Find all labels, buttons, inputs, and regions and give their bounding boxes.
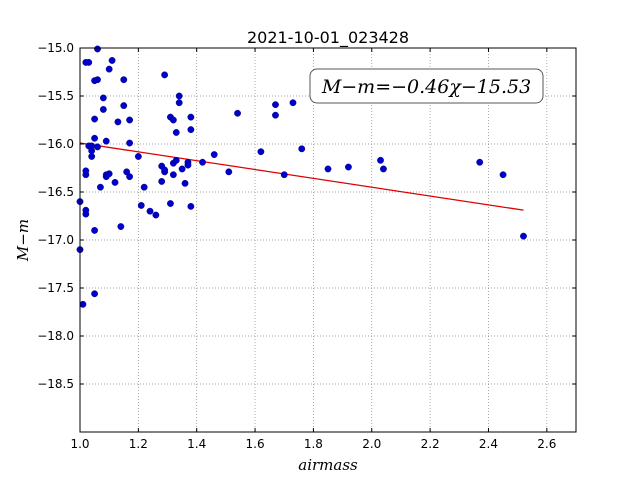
data-point bbox=[298, 145, 306, 153]
data-point bbox=[169, 116, 177, 124]
annotation-text: M−m=−0.46χ−15.53 bbox=[321, 76, 531, 98]
axis-ticks: 1.0 1.2 1.4 1.6 1.8 2.0 2.2 2.4 2.6 −15.0 −15.5 −16… bbox=[37, 41, 576, 451]
data-point bbox=[324, 165, 332, 173]
data-point bbox=[199, 158, 206, 166]
data-point bbox=[146, 207, 154, 215]
data-point bbox=[187, 113, 195, 121]
data-point bbox=[120, 102, 128, 110]
y-tick-label: −18.0 bbox=[37, 329, 74, 343]
data-point bbox=[280, 171, 288, 179]
data-point bbox=[105, 65, 113, 73]
data-point bbox=[82, 167, 90, 175]
data-point bbox=[140, 183, 148, 191]
data-point bbox=[79, 300, 87, 308]
x-tick-label: 1.2 bbox=[129, 437, 148, 451]
x-axis-label: airmass bbox=[298, 456, 358, 474]
data-point bbox=[167, 200, 174, 207]
data-point bbox=[99, 106, 107, 113]
data-point bbox=[172, 129, 180, 136]
data-point bbox=[134, 153, 142, 160]
y-axis-label: M−m bbox=[14, 219, 32, 262]
data-point bbox=[111, 178, 119, 186]
fit-line bbox=[79, 142, 524, 211]
data-point bbox=[91, 226, 98, 234]
data-point bbox=[120, 76, 128, 84]
data-point bbox=[520, 232, 527, 240]
data-point bbox=[94, 76, 101, 84]
data-point bbox=[126, 116, 134, 124]
data-point bbox=[380, 165, 387, 173]
data-point bbox=[257, 148, 265, 156]
data-point bbox=[345, 163, 352, 171]
fit-annotation: M−m=−0.46χ−15.53 bbox=[309, 68, 544, 104]
data-point bbox=[187, 126, 195, 134]
data-point bbox=[91, 134, 98, 142]
data-point bbox=[108, 57, 116, 64]
y-tick-label: −17.0 bbox=[37, 233, 74, 247]
y-tick-label: −16.0 bbox=[37, 137, 74, 151]
data-point bbox=[88, 142, 96, 150]
data-point bbox=[82, 206, 90, 214]
data-point bbox=[105, 170, 113, 178]
data-point bbox=[161, 71, 169, 79]
data-point bbox=[88, 153, 96, 160]
data-point bbox=[97, 183, 104, 191]
data-point bbox=[175, 92, 183, 100]
data-point bbox=[289, 99, 297, 107]
data-points bbox=[76, 45, 527, 308]
annotation-box bbox=[309, 68, 544, 104]
y-tick-label: −15.0 bbox=[37, 41, 74, 55]
data-point bbox=[94, 45, 101, 53]
data-point bbox=[184, 158, 192, 166]
x-tick-label: 2.6 bbox=[537, 437, 556, 451]
data-point bbox=[161, 166, 169, 174]
x-tick-label: 2.4 bbox=[479, 437, 498, 451]
data-point bbox=[169, 171, 177, 179]
x-tick-label: 1.6 bbox=[246, 437, 265, 451]
data-point bbox=[158, 178, 166, 185]
data-point bbox=[114, 118, 122, 126]
chart-title: 2021-10-01_023428 bbox=[247, 28, 409, 48]
data-point bbox=[99, 94, 107, 102]
data-point bbox=[172, 156, 180, 164]
data-point bbox=[137, 202, 145, 209]
data-point bbox=[102, 137, 110, 145]
data-point bbox=[117, 223, 125, 230]
data-point bbox=[234, 109, 241, 117]
data-point bbox=[272, 101, 279, 109]
y-tick-label: −18.5 bbox=[37, 377, 74, 391]
x-tick-label: 1.4 bbox=[187, 437, 206, 451]
y-tick-label: −15.5 bbox=[37, 89, 74, 103]
data-point bbox=[225, 168, 233, 176]
x-tick-label: 2.0 bbox=[362, 437, 381, 451]
data-point bbox=[476, 158, 484, 166]
data-point bbox=[272, 111, 279, 119]
data-point bbox=[175, 99, 183, 107]
data-point bbox=[178, 165, 186, 173]
x-tick-label: 1.8 bbox=[304, 437, 323, 451]
data-point bbox=[181, 179, 189, 187]
data-point bbox=[126, 139, 134, 147]
y-tick-label: −17.5 bbox=[37, 281, 74, 295]
data-point bbox=[94, 143, 101, 151]
data-point bbox=[152, 211, 160, 219]
data-point bbox=[85, 59, 93, 66]
data-point bbox=[91, 290, 98, 298]
data-point bbox=[187, 202, 195, 210]
x-tick-label: 1.0 bbox=[70, 437, 89, 451]
y-tick-label: −16.5 bbox=[37, 185, 74, 199]
x-tick-label: 2.2 bbox=[421, 437, 440, 451]
fit-line-group bbox=[79, 142, 524, 211]
data-point bbox=[126, 173, 134, 181]
data-point bbox=[499, 171, 507, 179]
data-point bbox=[91, 115, 98, 123]
data-point bbox=[210, 151, 218, 158]
data-point bbox=[377, 156, 384, 164]
